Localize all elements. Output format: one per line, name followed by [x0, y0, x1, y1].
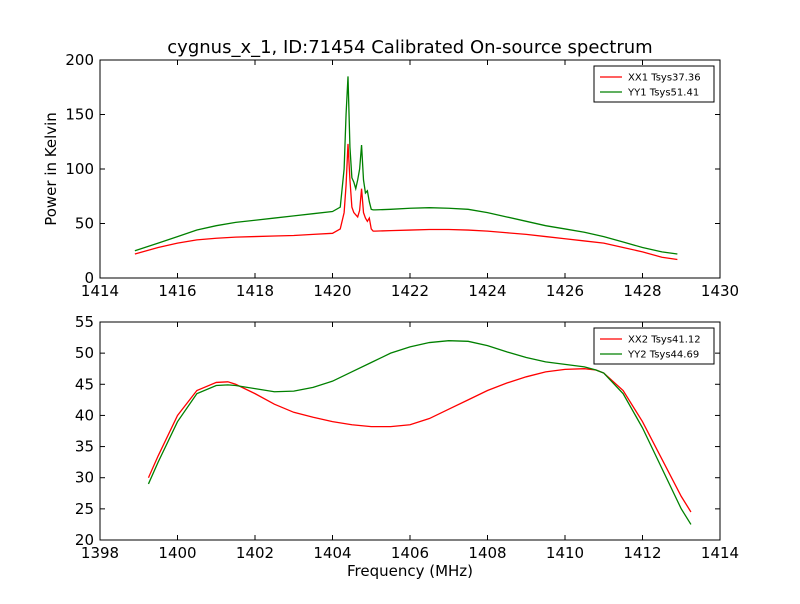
legend-label: XX2 Tsys41.12 [628, 335, 701, 346]
x-tick-label: 1400 [158, 544, 196, 562]
y-axis-label: Power in Kelvin [42, 112, 60, 226]
legend-label: XX1 Tsys37.36 [628, 73, 701, 84]
x-tick-label: 1430 [701, 282, 739, 300]
x-tick-label: 1398 [81, 544, 119, 562]
y-tick-label: 200 [65, 51, 94, 69]
y-tick-label: 25 [75, 500, 94, 518]
x-tick-label: 1404 [313, 544, 351, 562]
legend-label: YY1 Tsys51.41 [627, 88, 699, 99]
y-tick-label: 35 [75, 438, 94, 456]
x-tick-label: 1422 [391, 282, 429, 300]
x-tick-label: 1410 [546, 544, 584, 562]
x-tick-label: 1414 [701, 544, 739, 562]
x-tick-label: 1418 [236, 282, 274, 300]
x-tick-label: 1414 [81, 282, 119, 300]
figure-title: cygnus_x_1, ID:71454 Calibrated On-sourc… [167, 37, 652, 58]
bottom-panel: 1398 1400 1402 1404 1406 1408 1410 1412 1414 20 25… [75, 313, 739, 580]
y-tick-label: 55 [75, 313, 94, 331]
y-tick-label: 40 [75, 406, 94, 424]
top-panel: 1414 1416 1418 1420 1422 1424 1426 1428 1430 0 50 1… [42, 51, 739, 300]
legend: XX1 Tsys37.36 YY1 Tsys51.41 [593, 65, 715, 103]
x-axis-label: Frequency (MHz) [347, 562, 473, 580]
x-tick-label: 1416 [158, 282, 196, 300]
legend-box [593, 65, 715, 103]
y-tick-label: 50 [75, 215, 94, 233]
series-line-xx-panel-1 [134, 143, 678, 261]
legend: XX2 Tsys41.12 YY2 Tsys44.69 [593, 327, 715, 365]
x-tick-label: 1424 [468, 282, 506, 300]
x-tick-label: 1408 [468, 544, 506, 562]
x-tick-label: 1402 [236, 544, 274, 562]
series-line-yy-panel-2 [147, 340, 692, 525]
legend-label: YY2 Tsys44.69 [627, 350, 699, 361]
y-tick-label: 0 [84, 269, 94, 287]
x-tick-label: 1412 [623, 544, 661, 562]
x-tick-label: 1420 [313, 282, 351, 300]
x-tick-label: 1428 [623, 282, 661, 300]
y-tick-label: 20 [75, 531, 94, 549]
y-tick-label: 45 [75, 375, 94, 393]
x-tick-label: 1426 [546, 282, 584, 300]
y-tick-label: 30 [75, 469, 94, 487]
y-tick-label: 150 [65, 106, 94, 124]
y-tick-label: 100 [65, 160, 94, 178]
y-tick-label: 50 [75, 344, 94, 362]
legend-box [593, 327, 715, 365]
x-tick-label: 1406 [391, 544, 429, 562]
series-line-yy-panel-1 [134, 76, 678, 255]
